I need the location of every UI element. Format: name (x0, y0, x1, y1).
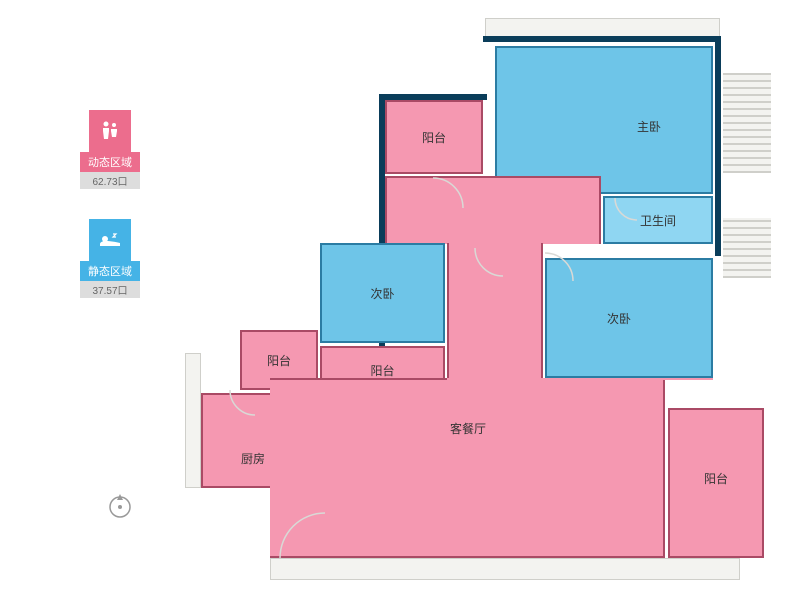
balcony-rail-mid-right (723, 218, 771, 278)
floorplan: 主卧 阳台 卫生间 次卧 次卧 阳台 阳台 厨房 客餐厅 阳台 (185, 18, 785, 588)
label-balcony-right: 阳台 (704, 470, 728, 487)
legend-dynamic-label: 动态区域 (80, 152, 140, 172)
legend-static-value: 37.57口 (80, 281, 140, 298)
compass-icon (105, 490, 135, 520)
room-bathroom: 卫生间 (603, 196, 713, 244)
label-secondary-1: 次卧 (370, 285, 394, 302)
legend-dynamic-value: 62.73口 (80, 172, 140, 189)
legend-panel: 动态区域 62.73口 静态区域 37.57口 (80, 110, 140, 328)
legend-dynamic: 动态区域 62.73口 (80, 110, 140, 189)
people-icon (89, 110, 131, 152)
corridor-upper (385, 176, 601, 244)
label-master-bedroom: 主卧 (637, 118, 661, 135)
living-extension (447, 378, 713, 380)
room-secondary-bedroom-2: 次卧 (545, 258, 713, 378)
balcony-rail-top-right (723, 73, 771, 173)
label-balcony-mid: 阳台 (370, 362, 394, 379)
room-balcony-right: 阳台 (668, 408, 764, 558)
sleep-icon (89, 219, 131, 261)
outer-shell-left (185, 353, 201, 488)
outer-shell-bottom (270, 558, 740, 580)
room-master-bedroom: 主卧 (495, 46, 713, 194)
label-secondary-2: 次卧 (607, 310, 631, 327)
label-bathroom: 卫生间 (640, 212, 676, 229)
label-kitchen: 厨房 (241, 450, 265, 467)
corridor-middle (447, 243, 543, 378)
wall-right-upper (715, 36, 721, 256)
wall-top (483, 36, 721, 42)
room-balcony-top: 阳台 (385, 100, 483, 174)
legend-static: 静态区域 37.57口 (80, 219, 140, 298)
room-secondary-bedroom-1: 次卧 (320, 243, 445, 343)
label-living: 客餐厅 (450, 420, 486, 437)
legend-static-label: 静态区域 (80, 261, 140, 281)
room-living: 客餐厅 (270, 378, 665, 558)
outer-shell-top (485, 18, 720, 38)
label-balcony-top: 阳台 (422, 129, 446, 146)
label-balcony-left: 阳台 (267, 352, 291, 369)
